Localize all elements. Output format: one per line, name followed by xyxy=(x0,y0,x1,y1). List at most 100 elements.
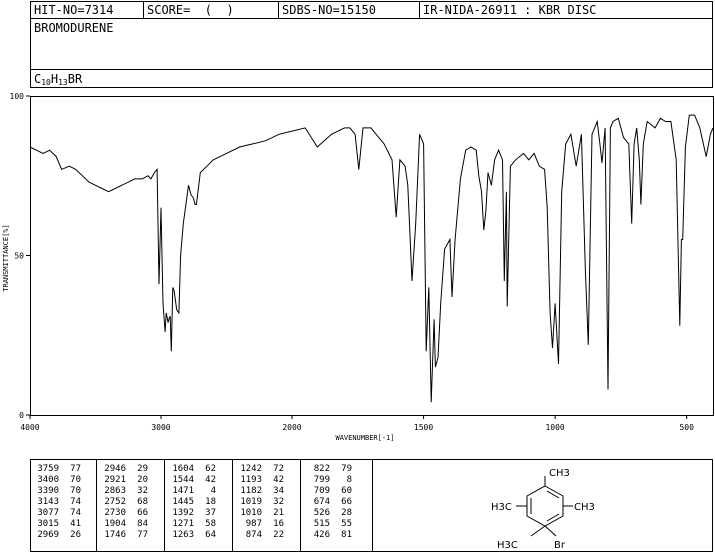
peak-transmittance: 58 xyxy=(205,519,216,529)
peak-row: 799 8 xyxy=(304,475,352,486)
x-tick-label: 4000 xyxy=(20,423,39,432)
score: SCORE= ( ) xyxy=(147,3,234,17)
peak-transmittance: 29 xyxy=(137,464,148,474)
peak-row: 2730 66 xyxy=(100,508,148,519)
peak-row: 3759 77 xyxy=(33,464,81,475)
peak-column-divider xyxy=(300,460,301,551)
peak-column: 3759 77 3400 70 3390 70 3143 74 3077 74 3015 41 2969… xyxy=(33,464,81,541)
peak-row: 987 16 xyxy=(236,519,284,530)
peak-row: 874 22 xyxy=(236,530,284,541)
peak-transmittance: 70 xyxy=(70,486,81,496)
plot-frame xyxy=(30,96,714,416)
peak-row: 674 66 xyxy=(304,497,352,508)
peak-transmittance: 77 xyxy=(70,464,81,474)
peak-transmittance: 8 xyxy=(346,475,352,485)
peak-row: 3015 41 xyxy=(33,519,81,530)
peak-row: 2863 32 xyxy=(100,486,148,497)
methyl-label-right: CH3 xyxy=(574,502,595,513)
peak-row: 1193 42 xyxy=(236,475,284,486)
peak-wavenumber: 1193 xyxy=(240,475,262,485)
peak-wavenumber: 1271 xyxy=(172,519,194,529)
peak-wavenumber: 2946 xyxy=(104,464,126,474)
peak-wavenumber: 1242 xyxy=(240,464,262,474)
peak-wavenumber: 1019 xyxy=(240,497,262,507)
x-tick-label: 3000 xyxy=(151,423,170,432)
peak-wavenumber: 987 xyxy=(245,519,262,529)
peak-wavenumber: 426 xyxy=(313,530,330,540)
peak-wavenumber: 874 xyxy=(245,530,262,540)
peak-wavenumber: 3400 xyxy=(37,475,59,485)
x-axis-label: WAVENUMBER[-1] xyxy=(335,434,394,442)
peak-wavenumber: 3015 xyxy=(37,519,59,529)
peak-column: 1242 72 1193 42 1182 34 1019 32 1010 21 987 16 874 22 xyxy=(236,464,284,541)
peak-row: 3143 74 xyxy=(33,497,81,508)
structure-box: CH3 CH3 H3C H3C Br xyxy=(372,459,713,552)
peak-transmittance: 34 xyxy=(273,486,284,496)
bromine-label: Br xyxy=(554,540,566,551)
methyl-label-left: H3C xyxy=(491,502,512,513)
peak-transmittance: 21 xyxy=(273,508,284,518)
peak-transmittance: 74 xyxy=(70,508,81,518)
molecule-structure: CH3 CH3 H3C H3C Br xyxy=(491,468,595,551)
peak-wavenumber: 1010 xyxy=(240,508,262,518)
peak-wavenumber: 3759 xyxy=(37,464,59,474)
peak-wavenumber: 3390 xyxy=(37,486,59,496)
peak-transmittance: 62 xyxy=(205,464,216,474)
y-tick-label: 50 xyxy=(14,252,24,261)
peak-wavenumber: 1904 xyxy=(104,519,126,529)
x-axis-ticks: 4000 3000 2000 1500 1000 500 xyxy=(20,415,694,432)
peak-wavenumber: 1392 xyxy=(172,508,194,518)
header-divider xyxy=(143,2,144,19)
peak-row: 3400 70 xyxy=(33,475,81,486)
methyl-label-top: CH3 xyxy=(549,468,570,479)
peak-row: 1471 4 xyxy=(168,486,216,497)
peak-row: 2969 26 xyxy=(33,530,81,541)
peak-transmittance: 79 xyxy=(341,464,352,474)
peak-transmittance: 4 xyxy=(210,486,216,496)
peak-row: 3390 70 xyxy=(33,486,81,497)
x-tick-label: 500 xyxy=(679,423,694,432)
peak-wavenumber: 2969 xyxy=(37,530,59,540)
peak-row: 709 60 xyxy=(304,486,352,497)
peak-wavenumber: 1471 xyxy=(172,486,194,496)
peak-row: 2752 68 xyxy=(100,497,148,508)
peak-wavenumber: 1263 xyxy=(172,530,194,540)
peak-transmittance: 42 xyxy=(273,475,284,485)
x-tick-label: 1000 xyxy=(545,423,564,432)
y-axis-label: TRANSMITTANCE[%] xyxy=(2,224,10,291)
peak-row: 526 28 xyxy=(304,508,352,519)
peak-row: 1010 21 xyxy=(236,508,284,519)
peak-transmittance: 32 xyxy=(273,497,284,507)
peak-wavenumber: 822 xyxy=(313,464,330,474)
methyl-label-bottom: H3C xyxy=(497,540,518,551)
peak-wavenumber: 709 xyxy=(313,486,330,496)
peak-wavenumber: 1604 xyxy=(172,464,194,474)
peak-table: 3759 77 3400 70 3390 70 3143 74 3077 74 3015 41 2969… xyxy=(30,459,373,552)
peak-column: 2946 29 2921 20 2863 32 2752 68 2730 66 1904 84 1746… xyxy=(100,464,148,541)
ir-nida: IR-NIDA-26911 : KBR DISC xyxy=(423,3,597,17)
peak-transmittance: 84 xyxy=(137,519,148,529)
peak-wavenumber: 1445 xyxy=(172,497,194,507)
peak-transmittance: 32 xyxy=(137,486,148,496)
peak-column: 822 79 799 8 709 60 674 66 526 28 515 55 426 81 xyxy=(304,464,352,541)
header-bar: HIT-NO=7314 SCORE= ( ) SDBS-NO=15150 IR-… xyxy=(30,1,713,19)
peak-transmittance: 74 xyxy=(70,497,81,507)
peak-row: 1182 34 xyxy=(236,486,284,497)
y-axis-ticks: 100 50 0 xyxy=(10,92,30,420)
peak-transmittance: 42 xyxy=(205,475,216,485)
peak-transmittance: 66 xyxy=(341,497,352,507)
header-divider xyxy=(419,2,420,19)
x-tick-label: 1500 xyxy=(414,423,433,432)
peak-column: 1604 62 1544 42 1471 4 1445 18 1392 37 1271 58 1263 6… xyxy=(168,464,216,541)
peak-transmittance: 18 xyxy=(205,497,216,507)
peak-row: 1746 77 xyxy=(100,530,148,541)
peak-wavenumber: 526 xyxy=(313,508,330,518)
peak-row: 1604 62 xyxy=(168,464,216,475)
hit-number: HIT-NO=7314 xyxy=(34,3,114,17)
peak-row: 1271 58 xyxy=(168,519,216,530)
peak-wavenumber: 2752 xyxy=(104,497,126,507)
peak-transmittance: 66 xyxy=(137,508,148,518)
peak-transmittance: 16 xyxy=(273,519,284,529)
peak-transmittance: 55 xyxy=(341,519,352,529)
peak-row: 2921 20 xyxy=(100,475,148,486)
